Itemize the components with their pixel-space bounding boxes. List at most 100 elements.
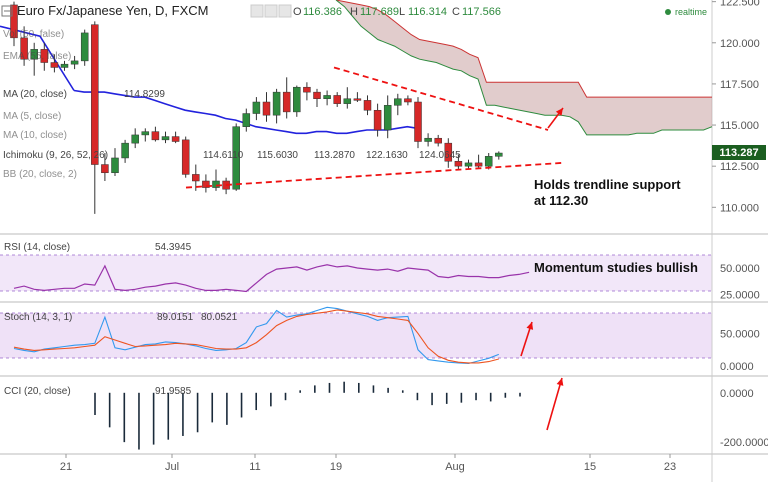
- x-tick-label: 19: [330, 461, 342, 473]
- candle-body: [40, 49, 49, 63]
- candle-body: [70, 60, 79, 65]
- stoch-lines: [13, 306, 499, 365]
- high-label: H: [350, 6, 358, 18]
- ichimoku-value-3: 113.2870: [314, 150, 355, 161]
- ichimoku-value-2: 115.6030: [257, 150, 298, 161]
- close-label: C: [452, 6, 460, 18]
- momentum-note: Momentum studies bullish: [534, 260, 698, 275]
- ema-legend[interactable]: EMA (55, false): [3, 51, 71, 62]
- trendlines: [185, 66, 564, 431]
- cci-bars: [94, 381, 521, 450]
- candle-body: [30, 49, 38, 60]
- visibility-toggle-icon[interactable]: [250, 4, 264, 18]
- candle-body: [111, 157, 119, 174]
- candle-body: [20, 37, 28, 60]
- realtime-label: realtime: [675, 7, 707, 17]
- ichimoku-legend[interactable]: Ichimoku (9, 26, 52, 26): [3, 150, 108, 161]
- stoch-d-path: [13, 309, 499, 364]
- close-value: 117.566: [462, 6, 501, 18]
- candle-body: [242, 113, 251, 127]
- trendline-note-line1: Holds trendline support: [534, 177, 681, 192]
- collapse-icon[interactable]: [1, 5, 13, 17]
- candle-body: [10, 4, 18, 39]
- candles-layer: [10, 1, 503, 214]
- candle-body: [80, 32, 89, 62]
- stoch-tick-label: 50.0000: [720, 328, 760, 340]
- stoch-k-path: [13, 306, 499, 365]
- x-tick-label: Aug: [445, 461, 465, 473]
- low-label: L: [399, 6, 405, 18]
- candle-body: [212, 180, 220, 188]
- ichimoku-value-1: 114.6110: [203, 150, 244, 161]
- stoch-k-value: 89.0151: [157, 312, 194, 323]
- x-tick-label: 15: [584, 461, 596, 473]
- price-tick-label: 112.500: [720, 161, 759, 173]
- candle-body: [323, 95, 331, 99]
- annotations: Holds trendline support at 112.30 Moment…: [534, 177, 698, 275]
- arrow-price-head: [555, 108, 563, 116]
- candle-body: [474, 162, 483, 167]
- candle-body: [495, 152, 503, 157]
- bb-legend[interactable]: BB (20, close, 2): [3, 169, 77, 180]
- stoch-band: [0, 313, 712, 358]
- rsi-path: [13, 264, 530, 293]
- x-axis-labels: 21 Jul 11 19 Aug 15 23: [60, 454, 676, 473]
- price-tick-label: 110.000: [720, 202, 759, 214]
- chart-header: Euro Fx/Japanese Yen, D, FXCM O 116.386 …: [1, 3, 707, 18]
- last-price-tag: 113.287: [712, 145, 766, 160]
- vol-legend[interactable]: Vol (50, false): [3, 29, 64, 40]
- stoch-d-value: 80.0521: [201, 312, 238, 323]
- support-trendline: [185, 161, 563, 189]
- price-tick-label: 122.500: [720, 0, 760, 9]
- candle-body: [383, 105, 392, 131]
- candle-body: [272, 91, 281, 116]
- price-tick-label: 117.500: [720, 79, 759, 91]
- x-tick-label: 11: [249, 461, 260, 473]
- open-value: 116.386: [303, 6, 342, 18]
- candle-body: [293, 86, 301, 113]
- cci-value: 91.9585: [155, 386, 192, 397]
- candle-body: [333, 95, 341, 104]
- resistance-trendline: [333, 66, 549, 131]
- candle-body: [252, 101, 261, 114]
- candle-body: [303, 86, 311, 93]
- arrow-stoch-head: [526, 322, 534, 330]
- candle-body: [343, 98, 352, 104]
- rsi-value: 54.3945: [155, 242, 192, 253]
- symbol-title: Euro Fx/Japanese Yen, D, FXCM: [17, 3, 208, 18]
- ma20-value: 114.8299: [124, 89, 165, 100]
- rsi-band: [0, 255, 712, 291]
- rsi-legend[interactable]: RSI (14, close): [4, 242, 70, 253]
- stoch-legend[interactable]: Stoch (14, 3, 1): [4, 312, 72, 323]
- close-icon[interactable]: [278, 4, 292, 18]
- cci-tick-label: 0.0000: [720, 388, 754, 400]
- ma20-line: [0, 25, 418, 135]
- arrow-cci-head: [556, 378, 564, 386]
- candle-body: [151, 131, 160, 141]
- price-tag-bg: [712, 145, 766, 160]
- candle-body: [404, 98, 412, 103]
- price-tick-label: 120.000: [720, 38, 760, 50]
- candle-body: [121, 142, 129, 159]
- candle-body: [313, 91, 321, 99]
- cci-legend[interactable]: CCI (20, close): [4, 386, 71, 397]
- candle-body: [141, 131, 150, 136]
- candle-body: [484, 156, 493, 167]
- candle-body: [171, 136, 180, 142]
- candle-body: [394, 98, 402, 106]
- arrow-cci: [546, 377, 563, 431]
- ma20-legend[interactable]: MA (20, close): [3, 89, 67, 100]
- ma5-legend[interactable]: MA (5, close): [3, 111, 61, 122]
- candle-body: [192, 174, 200, 182]
- cloud-lower-edge: [335, 0, 713, 136]
- price-tick-label: 115.000: [720, 120, 759, 132]
- candle-body: [434, 137, 442, 144]
- candle-body: [444, 142, 453, 162]
- y-axis-labels: 122.500 120.000 117.500 115.000 112.500 110.0…: [712, 0, 768, 449]
- cloud-fill: [336, 0, 712, 135]
- settings-icon[interactable]: [264, 4, 278, 18]
- ma10-legend[interactable]: MA (10, close): [3, 130, 67, 141]
